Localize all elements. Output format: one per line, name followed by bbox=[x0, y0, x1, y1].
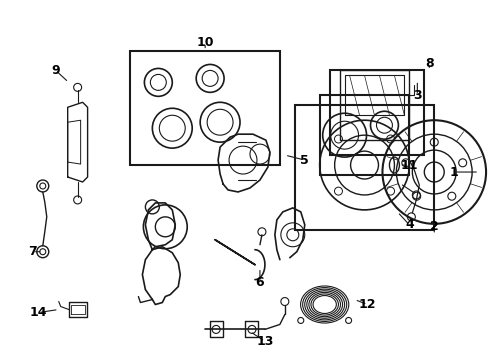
Bar bbox=[130, 50, 279, 165]
Text: 8: 8 bbox=[424, 57, 433, 70]
Bar bbox=[294, 105, 433, 230]
Text: 14: 14 bbox=[30, 306, 47, 319]
Bar bbox=[319, 95, 408, 175]
Text: 10: 10 bbox=[196, 36, 213, 49]
Text: 3: 3 bbox=[412, 89, 421, 102]
Text: 2: 2 bbox=[429, 220, 438, 233]
Text: 7: 7 bbox=[28, 245, 37, 258]
Text: 11: 11 bbox=[400, 158, 417, 172]
Text: 1: 1 bbox=[449, 166, 458, 179]
Text: 6: 6 bbox=[255, 276, 264, 289]
Bar bbox=[329, 71, 424, 155]
Text: 4: 4 bbox=[404, 218, 413, 231]
Text: 12: 12 bbox=[358, 298, 375, 311]
Text: 9: 9 bbox=[51, 64, 60, 77]
Text: 5: 5 bbox=[300, 154, 308, 167]
Text: 13: 13 bbox=[256, 335, 273, 348]
